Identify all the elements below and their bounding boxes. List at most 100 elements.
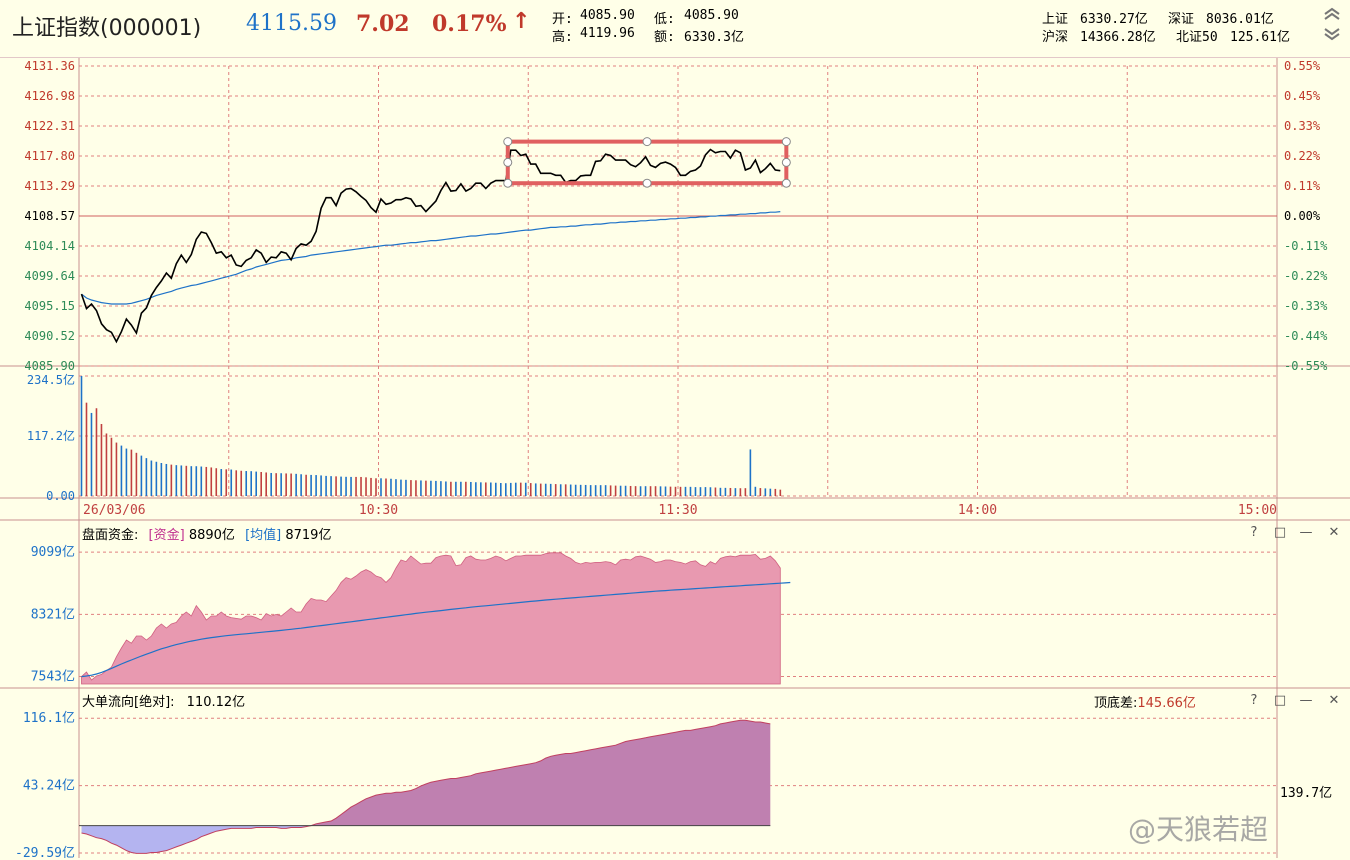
diff-value: 145.66亿 [1137,696,1196,711]
help-icon[interactable]: ? [1250,525,1258,540]
price-tick-label: 4122.31 [24,119,75,133]
avg-legend-label: [均值] [245,528,282,543]
flow-value: 110.12亿 [186,695,246,710]
close-icon[interactable]: ✕ [1328,693,1340,708]
resize-handle[interactable] [503,157,513,167]
avg-legend-value: 8719亿 [285,528,332,543]
pct-tick-label: -0.22% [1284,269,1328,283]
bei-label: 北证50 [1176,30,1218,45]
pct-tick-label: -0.44% [1284,329,1328,343]
flow-tick-label: 116.1亿 [23,711,75,726]
flow-panel-controls: ? □ — ✕ [1246,693,1346,711]
volume-axis: 234.5亿 117.2亿 0.00 [27,372,75,503]
chart-area[interactable]: 4131.36 4126.98 4122.31 4117.80 4113.29 4108.… [0,58,1350,858]
pct-tick-label: 0.11% [1284,179,1321,193]
grid-lines [0,58,1350,858]
time-tick-label: 11:30 [658,503,697,518]
pct-tick-label: 0.33% [1284,119,1321,133]
minimize-icon[interactable]: — [1299,525,1313,540]
flow-side-value: 139.7亿 [1280,786,1333,801]
high-value: 4119.96 [580,26,635,41]
flow-positive-area [81,720,771,826]
time-tick-label: 10:30 [359,503,398,518]
up-arrow-icon: ↑ [512,9,531,34]
price-tick-label: 4099.64 [24,269,75,283]
capital-title: 盘面资金: [82,528,139,543]
price-tick-label: 4085.90 [24,359,75,373]
capital-tick-label: 9099亿 [31,545,75,560]
quote-header: 上证指数(000001) 4115.59 7.02 0.17% ↑ 开: 408… [0,0,1350,58]
pct-tick-label: 0.22% [1284,149,1321,163]
resize-handle[interactable] [781,137,791,147]
price-tick-label: 4113.29 [24,179,75,193]
high-label: 高: [552,30,573,45]
restore-icon[interactable]: □ [1273,525,1287,540]
avg-price-line [81,211,781,305]
volume-tick-label: 234.5亿 [27,372,75,387]
flow-panel: 116.1亿 43.24亿 -29.59亿 [15,711,771,858]
resize-handle[interactable] [642,137,652,147]
highlight-box[interactable] [503,137,791,188]
time-tick-label: 15:00 [1238,503,1277,518]
price-series-line [80,148,781,344]
pct-tick-label: -0.33% [1284,299,1328,313]
flow-title: 大单流向[绝对]: [82,695,175,710]
diff-label: 顶底差: [1094,696,1138,711]
restore-icon[interactable]: □ [1273,693,1287,708]
sz-label: 深证 [1168,12,1195,27]
double-chevron-down-icon [1324,28,1340,41]
price-tick-label: 4131.36 [24,59,75,73]
amount-value: 6330.3亿 [684,30,744,45]
amount-label: 额: [654,30,675,45]
resize-handle[interactable] [642,178,652,188]
scroll-up-icon[interactable] [1322,6,1342,20]
avg-series-line [81,211,781,305]
price-change: 7.02 [356,11,410,37]
price-tick-label: 4095.15 [24,299,75,313]
minimize-icon[interactable]: — [1299,693,1313,708]
diff-readout: 顶底差:145.66亿 [1094,692,1196,711]
sh-value: 6330.27亿 [1080,12,1148,27]
highlight-rectangle[interactable] [505,139,789,186]
scroll-down-icon[interactable] [1322,26,1342,41]
hs-label: 沪深 [1042,30,1069,45]
resize-handle[interactable] [781,157,791,167]
resize-handle[interactable] [503,137,513,147]
flow-line [81,719,771,854]
pct-tick-label: 0.00% [1284,209,1321,223]
double-chevron-up-icon [1324,7,1340,20]
low-value: 4085.90 [684,8,739,23]
flow-negative-area [81,825,771,854]
price-change-pct: 0.17% [432,11,507,37]
pct-tick-label: -0.11% [1284,239,1328,253]
flow-tick-label: -29.59亿 [15,846,75,858]
capital-avg-line [81,581,791,678]
price-tick-label: 4108.57 [24,209,75,223]
volume-bars [80,376,782,496]
price-tick-label: 4126.98 [24,89,75,103]
index-title: 上证指数(000001) [12,16,202,41]
capital-area [81,552,781,685]
current-price: 4115.59 [246,11,337,36]
price-tick-label: 4117.80 [24,149,75,163]
sh-label: 上证 [1042,12,1069,27]
time-tick-label: 26/03/06 [83,503,146,518]
resize-handle[interactable] [781,178,791,188]
close-icon[interactable]: ✕ [1328,525,1340,540]
percent-axis: 0.55% 0.45% 0.33% 0.22% 0.11% 0.00% -0.11% -0.2… [1284,59,1328,373]
time-axis: 26/03/06 10:30 11:30 14:00 15:00 [83,503,1277,518]
hs-value: 14366.28亿 [1080,30,1156,45]
low-label: 低: [654,12,675,27]
flow-tick-label: 43.24亿 [23,779,75,794]
price-axis: 4131.36 4126.98 4122.31 4117.80 4113.29 4108.… [24,59,75,373]
help-icon[interactable]: ? [1250,693,1258,708]
capital-tick-label: 7543亿 [31,670,75,685]
capital-tick-label: 8321亿 [31,607,75,622]
bei-value: 125.61亿 [1230,30,1290,45]
resize-handle[interactable] [503,178,513,188]
capital-legend-label: [资金] [148,528,185,543]
open-label: 开: [552,12,573,27]
capital-panel-title: 盘面资金: [资金] 8890亿 [均值] 8719亿 [82,524,331,543]
pct-tick-label: 0.55% [1284,59,1321,73]
price-tick-label: 4090.52 [24,329,75,343]
